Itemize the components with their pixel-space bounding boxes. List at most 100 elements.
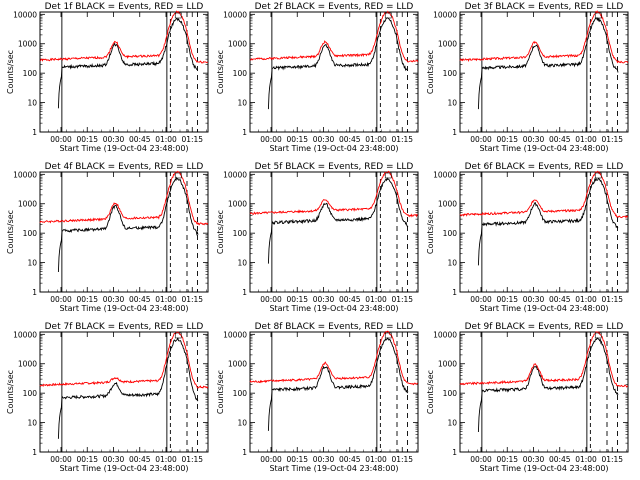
y-tick-label: 1000 bbox=[228, 360, 247, 369]
y-tick-label: 1000 bbox=[438, 360, 457, 369]
x-tick-label: 00:15 bbox=[76, 455, 98, 464]
y-tick-label: 10000 bbox=[223, 330, 247, 339]
x-tick-label: 00:30 bbox=[313, 455, 335, 464]
x-tick-label: 01:00 bbox=[365, 135, 387, 144]
y-tick-label: 1 bbox=[32, 128, 37, 137]
y-axis-label: Counts/sec bbox=[426, 50, 435, 94]
y-axis-label: Counts/sec bbox=[6, 50, 15, 94]
y-axis-label: Counts/sec bbox=[6, 210, 15, 254]
y-axis-label: Counts/sec bbox=[216, 210, 225, 254]
y-axis-label: Counts/sec bbox=[426, 370, 435, 414]
panel-title: Det 8f BLACK = Events, RED = LLD bbox=[255, 322, 414, 332]
y-tick-label: 10 bbox=[447, 99, 457, 108]
lld-series-line bbox=[249, 10, 419, 63]
y-tick-label: 10 bbox=[27, 99, 37, 108]
x-tick-label: 00:30 bbox=[523, 295, 545, 304]
y-tick-label: 100 bbox=[233, 389, 248, 398]
y-tick-label: 10 bbox=[237, 419, 247, 428]
plot-frame bbox=[459, 331, 629, 453]
events-series-line bbox=[477, 177, 619, 266]
y-tick-label: 10 bbox=[447, 419, 457, 428]
x-tick-label: 00:15 bbox=[286, 135, 308, 144]
panel-8: Det 8f BLACK = Events, RED = LLD 1 10 100 10… bbox=[216, 322, 419, 473]
x-axis-label: Start Time (19-Oct-04 23:48:00) bbox=[479, 464, 608, 473]
x-tick-label: 00:30 bbox=[313, 295, 335, 304]
lld-series-line bbox=[459, 331, 629, 388]
x-tick-label: 00:15 bbox=[496, 135, 518, 144]
panel-6: Det 6f BLACK = Events, RED = LLD 1 10 100 10… bbox=[426, 162, 629, 313]
panel-title: Det 4f BLACK = Events, RED = LLD bbox=[45, 162, 204, 172]
panel-title: Det 1f BLACK = Events, RED = LLD bbox=[45, 2, 204, 12]
x-tick-label: 00:30 bbox=[313, 135, 335, 144]
peak-marker bbox=[384, 332, 392, 339]
y-tick-label: 1000 bbox=[18, 40, 37, 49]
plot-frame bbox=[249, 171, 419, 293]
y-axis-label: Counts/sec bbox=[6, 370, 15, 414]
y-tick-label: 10000 bbox=[223, 10, 247, 19]
y-tick-label: 10000 bbox=[13, 330, 37, 339]
y-tick-label: 1 bbox=[452, 448, 457, 457]
panel-2: Det 2f BLACK = Events, RED = LLD 1 10 100 10… bbox=[216, 2, 419, 153]
events-series-line bbox=[267, 176, 409, 264]
y-tick-label: 100 bbox=[443, 229, 458, 238]
y-tick-label: 10000 bbox=[433, 10, 457, 19]
x-tick-label: 00:00 bbox=[50, 455, 72, 464]
panel-title: Det 7f BLACK = Events, RED = LLD bbox=[45, 322, 204, 332]
x-tick-label: 00:30 bbox=[103, 135, 125, 144]
x-tick-label: 00:30 bbox=[523, 135, 545, 144]
x-tick-label: 00:00 bbox=[260, 455, 282, 464]
y-tick-label: 10000 bbox=[13, 170, 37, 179]
x-axis-label: Start Time (19-Oct-04 23:48:00) bbox=[59, 304, 188, 313]
x-tick-label: 01:00 bbox=[155, 455, 177, 464]
x-tick-label: 00:30 bbox=[103, 455, 125, 464]
x-tick-label: 00:15 bbox=[496, 295, 518, 304]
y-axis-label: Counts/sec bbox=[216, 50, 225, 94]
y-tick-label: 10 bbox=[447, 259, 457, 268]
y-tick-label: 1 bbox=[242, 128, 247, 137]
y-tick-label: 1000 bbox=[438, 200, 457, 209]
x-tick-label: 01:15 bbox=[181, 135, 203, 144]
events-series-line bbox=[267, 17, 409, 110]
y-tick-label: 100 bbox=[443, 389, 458, 398]
peak-marker bbox=[594, 332, 602, 339]
x-tick-label: 00:00 bbox=[50, 135, 72, 144]
y-tick-label: 1000 bbox=[18, 200, 37, 209]
y-tick-label: 1 bbox=[452, 128, 457, 137]
events-series-line bbox=[57, 176, 199, 273]
x-tick-label: 00:15 bbox=[286, 295, 308, 304]
x-tick-label: 01:15 bbox=[601, 135, 623, 144]
lld-series-line bbox=[39, 170, 209, 226]
peak-marker bbox=[174, 12, 182, 19]
plot-frame bbox=[249, 11, 419, 133]
panel-title: Det 2f BLACK = Events, RED = LLD bbox=[255, 2, 414, 12]
y-tick-label: 1000 bbox=[18, 360, 37, 369]
x-tick-label: 01:15 bbox=[391, 295, 413, 304]
y-tick-label: 1000 bbox=[228, 200, 247, 209]
x-tick-label: 01:15 bbox=[391, 135, 413, 144]
y-tick-label: 1 bbox=[452, 288, 457, 297]
peak-marker bbox=[384, 12, 392, 19]
x-tick-label: 00:45 bbox=[549, 455, 571, 464]
x-axis-label: Start Time (19-Oct-04 23:48:00) bbox=[269, 144, 398, 153]
x-tick-label: 00:00 bbox=[470, 455, 492, 464]
panel-title: Det 3f BLACK = Events, RED = LLD bbox=[465, 2, 624, 12]
panel-4: Det 4f BLACK = Events, RED = LLD 1 10 100 10… bbox=[6, 162, 209, 313]
panel-title: Det 9f BLACK = Events, RED = LLD bbox=[465, 322, 624, 332]
peak-marker bbox=[384, 172, 392, 179]
x-tick-label: 01:15 bbox=[391, 455, 413, 464]
x-axis-label: Start Time (19-Oct-04 23:48:00) bbox=[269, 304, 398, 313]
y-tick-label: 100 bbox=[23, 69, 38, 78]
x-tick-label: 00:15 bbox=[76, 135, 98, 144]
events-series-line bbox=[57, 17, 198, 109]
y-tick-label: 1 bbox=[242, 448, 247, 457]
panel-5: Det 5f BLACK = Events, RED = LLD 1 10 100 10… bbox=[216, 162, 419, 313]
x-tick-label: 01:00 bbox=[365, 455, 387, 464]
events-series-line bbox=[477, 337, 619, 433]
y-tick-label: 10 bbox=[237, 99, 247, 108]
x-tick-label: 00:15 bbox=[286, 455, 308, 464]
x-tick-label: 00:45 bbox=[549, 135, 571, 144]
x-tick-label: 01:15 bbox=[181, 455, 203, 464]
x-tick-label: 00:00 bbox=[260, 135, 282, 144]
lld-series-line bbox=[459, 10, 629, 64]
panel-7: Det 7f BLACK = Events, RED = LLD 1 10 100 10… bbox=[6, 322, 209, 473]
